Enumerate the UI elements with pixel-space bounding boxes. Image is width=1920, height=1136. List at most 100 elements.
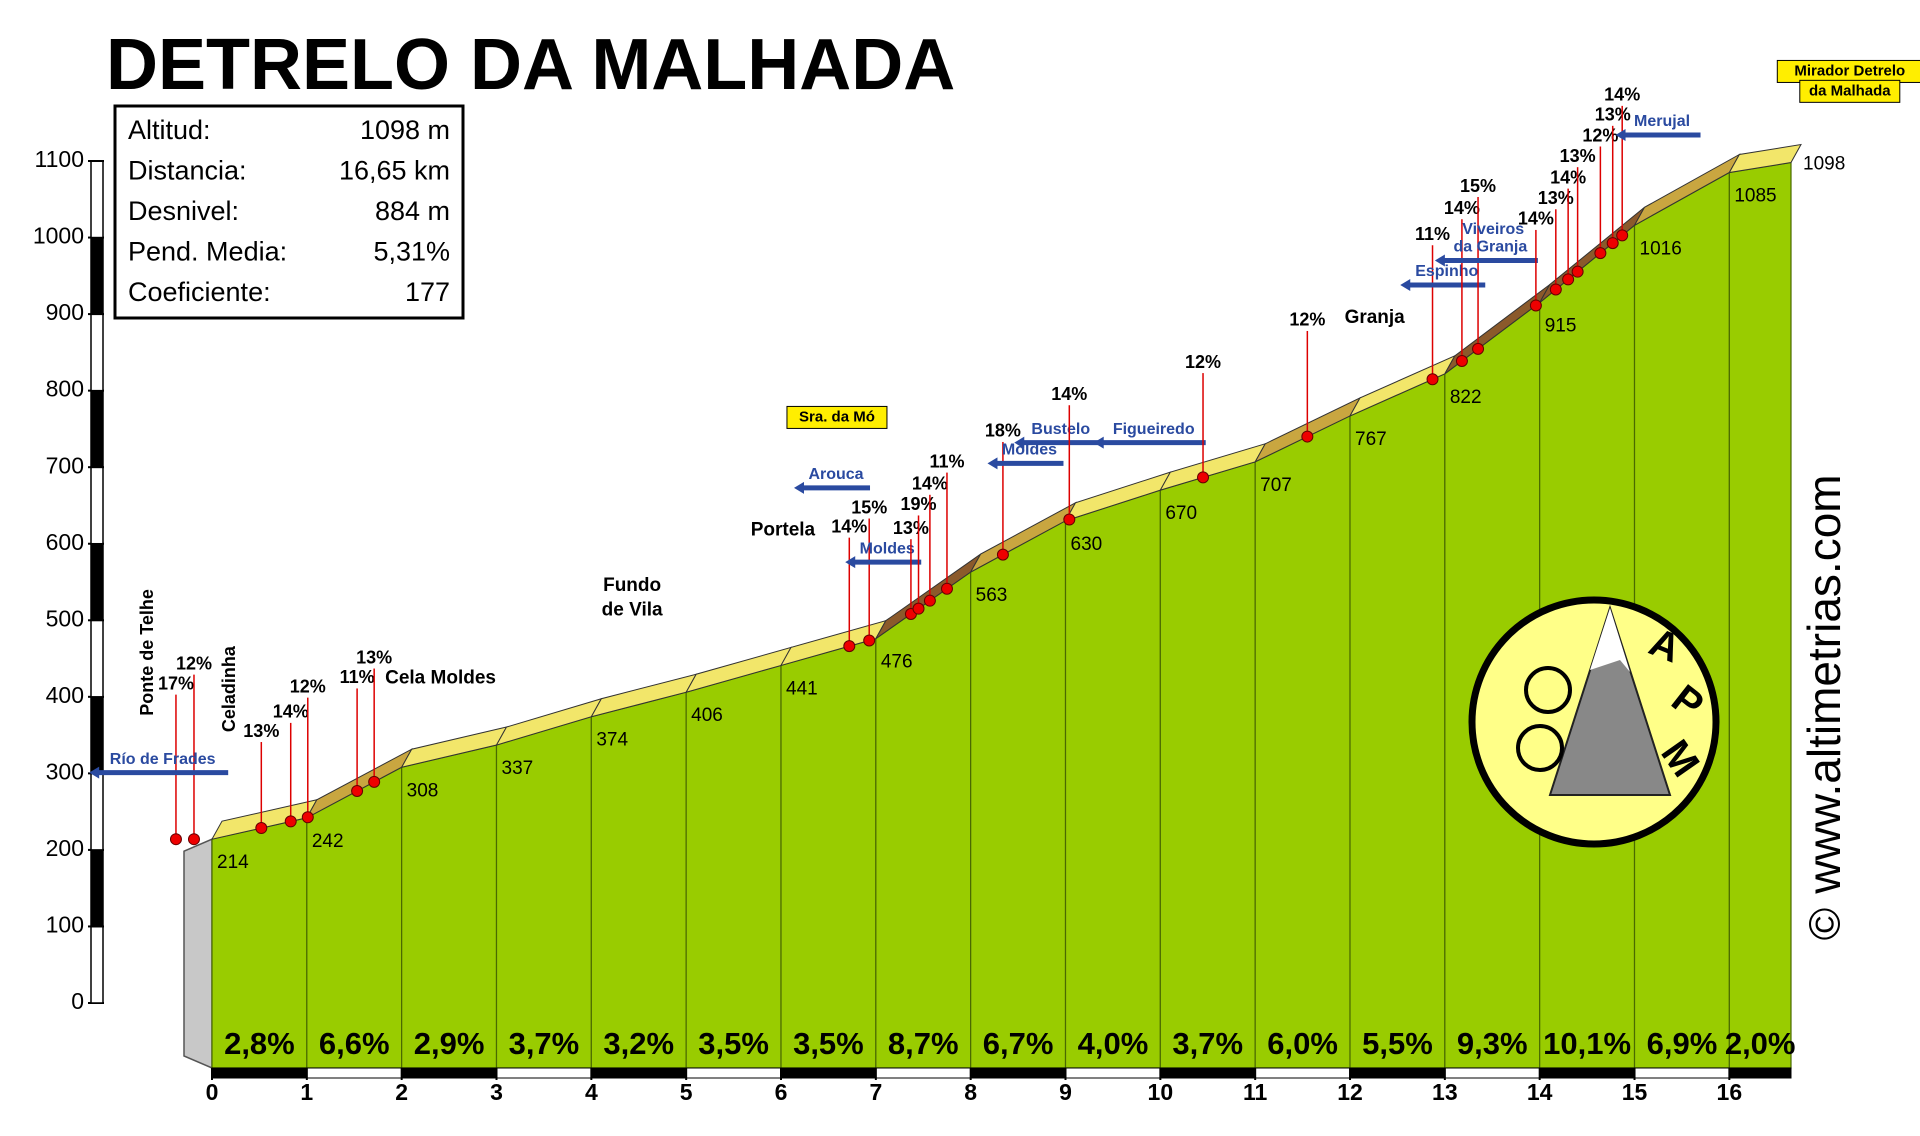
sign-annotation: Moldes — [1002, 442, 1057, 459]
side-face — [183, 838, 213, 1070]
axis-band — [1539, 1067, 1636, 1079]
sign-annotation: Merujal — [1634, 113, 1690, 130]
axis-band — [685, 1067, 782, 1079]
pct-annotation: 13% — [1595, 105, 1631, 125]
terrain-area — [1254, 414, 1351, 1069]
scale-bar — [90, 236, 104, 315]
pct-annotation: 15% — [1460, 176, 1496, 196]
stat-label: Desnivel: — [128, 196, 239, 226]
copyright: © — [1801, 908, 1850, 940]
axis-band — [211, 1067, 308, 1079]
stat-value: 16,65 km — [339, 156, 450, 186]
elevation-label: 630 — [1071, 534, 1103, 555]
x-tick-label: 2 — [395, 1079, 408, 1105]
chart-title: DETRELO DA MALHADA — [106, 25, 955, 105]
scale-bar — [90, 772, 104, 851]
axis-band — [1728, 1067, 1792, 1079]
pct-annotation: 18% — [985, 421, 1021, 441]
pct-annotation: 14% — [273, 702, 309, 722]
elevation-label: 476 — [881, 652, 913, 673]
sign-annotation: Moldes — [860, 540, 915, 557]
pct-annotation: 12% — [290, 676, 326, 696]
pct-dot — [1529, 299, 1542, 312]
logo-wheel — [1524, 666, 1572, 714]
elevation-label: 670 — [1165, 503, 1197, 524]
logo-snow — [1590, 608, 1630, 672]
sign-annotation: Espinho — [1415, 263, 1478, 280]
y-tick-label: 800 — [46, 376, 84, 402]
gradient-label: 6,6% — [319, 1026, 390, 1061]
elevation-label: 337 — [502, 758, 534, 779]
axis-band — [970, 1067, 1067, 1079]
pct-annotation: 11% — [1415, 224, 1450, 244]
sign-arrowhead — [1615, 128, 1626, 141]
pct-annotation: 13% — [1538, 188, 1574, 208]
pct-annotation: 12% — [1582, 125, 1618, 145]
y-tick-label: 500 — [46, 605, 84, 631]
elevation-label: 1085 — [1734, 185, 1776, 206]
pct-dot — [351, 784, 364, 797]
place-annotation: Ponte de Telhe — [137, 589, 157, 716]
y-tick-label: 1100 — [35, 146, 84, 172]
x-tick-label: 1 — [300, 1079, 313, 1105]
pct-annotation: 14% — [1051, 384, 1087, 404]
scale-bar — [90, 160, 104, 239]
x-tick-label: 10 — [1148, 1079, 1174, 1105]
gradient-label: 3,7% — [1172, 1026, 1243, 1061]
scale-bar — [90, 466, 104, 545]
terrain-area — [1728, 161, 1792, 1069]
stat-value: 177 — [405, 277, 450, 307]
axis-band — [780, 1067, 877, 1079]
gradient-label: 3,7% — [509, 1026, 580, 1061]
pct-annotation: 12% — [176, 653, 212, 673]
pct-annotation: 11% — [340, 667, 375, 687]
pct-dot — [923, 594, 936, 607]
label-box — [1799, 79, 1901, 103]
sign-annotation: Río de Frades — [110, 751, 216, 768]
sign-annotation: Figueiredo — [1113, 421, 1195, 438]
stats-box — [113, 104, 465, 320]
x-tick-label: 13 — [1432, 1079, 1458, 1105]
x-tick-label: 7 — [869, 1079, 882, 1105]
axis-band — [496, 1067, 592, 1079]
pct-annotation: 13% — [243, 721, 279, 741]
elevation-label: 1098 — [1803, 154, 1845, 175]
sign-annotation: Arouca — [808, 466, 863, 483]
pct-dot — [863, 634, 876, 647]
terrain-area — [1349, 372, 1446, 1069]
place-annotation: Granja — [1345, 307, 1406, 328]
gradient-label: 3,5% — [793, 1026, 864, 1061]
elevation-label: 308 — [407, 780, 439, 801]
elevation-label: 374 — [596, 730, 628, 751]
pct-dot — [1616, 229, 1629, 242]
gradient-label: 10,1% — [1543, 1026, 1631, 1061]
x-tick-label: 5 — [680, 1079, 693, 1105]
gradient-label: 3,2% — [603, 1026, 674, 1061]
pct-dot — [940, 582, 953, 595]
axis-band — [401, 1067, 498, 1079]
sign-arrowhead — [1434, 254, 1445, 267]
elevation-label: 767 — [1355, 429, 1387, 450]
elevation-label: 214 — [217, 852, 249, 873]
pct-annotation: 13% — [1560, 146, 1596, 166]
x-tick-label: 3 — [490, 1079, 503, 1105]
pct-dot — [1301, 430, 1314, 443]
elevation-label: 242 — [312, 831, 344, 852]
gradient-label: 6,0% — [1267, 1026, 1338, 1061]
x-tick-label: 14 — [1527, 1079, 1553, 1105]
gradient-label: 4,0% — [1078, 1026, 1149, 1061]
pct-dot — [996, 548, 1009, 561]
x-tick-label: 9 — [1059, 1079, 1072, 1105]
axis-band — [306, 1067, 403, 1079]
pct-annotation: 12% — [1289, 310, 1325, 330]
axis-band — [1634, 1067, 1730, 1079]
x-tick-label: 6 — [775, 1079, 788, 1105]
sign-arrowhead — [987, 457, 998, 470]
box-annotation: da Malhada — [1809, 82, 1891, 99]
x-tick-label: 15 — [1622, 1079, 1648, 1105]
stat-label: Pend. Media: — [128, 237, 287, 267]
pct-dot — [1455, 354, 1468, 367]
x-tick-label: 11 — [1243, 1079, 1268, 1105]
pct-annotation: 14% — [1444, 198, 1480, 218]
